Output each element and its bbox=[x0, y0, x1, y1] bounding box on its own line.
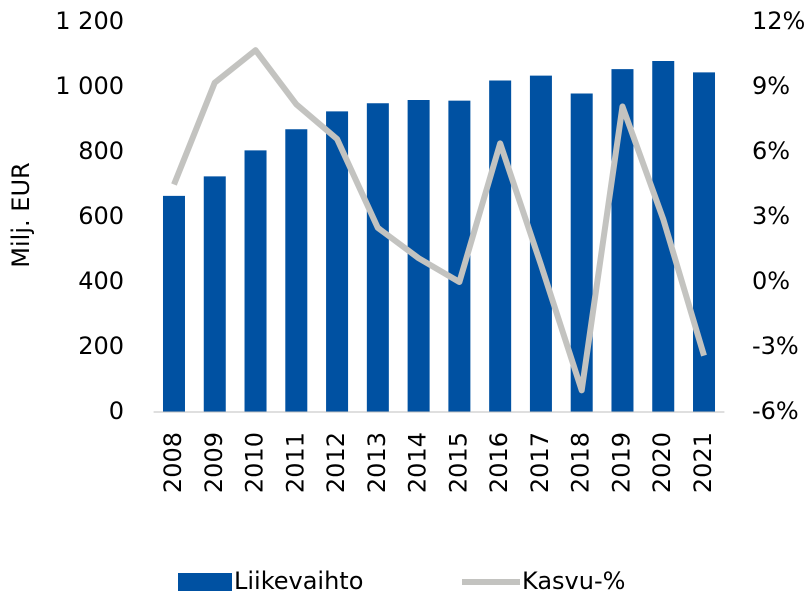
bar bbox=[326, 111, 349, 412]
x-tick-label: 2011 bbox=[281, 432, 309, 493]
y-tick-label: 200 bbox=[78, 332, 124, 360]
x-tick-label: 2014 bbox=[404, 432, 432, 493]
bar bbox=[489, 80, 512, 412]
legend-swatch bbox=[178, 573, 232, 591]
y-tick-label: 0 bbox=[109, 397, 124, 425]
bar bbox=[203, 176, 226, 412]
x-tick-label: 2009 bbox=[200, 432, 228, 493]
x-tick-label: 2010 bbox=[241, 432, 269, 493]
x-tick-label: 2019 bbox=[607, 432, 635, 493]
y2-tick-label: 6% bbox=[752, 137, 790, 165]
bar bbox=[285, 129, 308, 412]
line bbox=[171, 47, 707, 394]
x-tick-label: 2017 bbox=[526, 432, 554, 493]
x-tick-label: 2020 bbox=[648, 432, 676, 493]
y-tick-label: 400 bbox=[78, 267, 124, 295]
bar bbox=[693, 72, 716, 412]
y2-tick-label: 12% bbox=[752, 7, 805, 35]
y2-tick-label: 3% bbox=[752, 202, 790, 230]
bar bbox=[244, 150, 267, 412]
y-axis-label: Milj. EUR bbox=[7, 162, 35, 267]
legend-label: Liikevaihto bbox=[234, 567, 363, 595]
bar bbox=[366, 103, 389, 412]
bar bbox=[652, 61, 675, 412]
legend-label: Kasvu-% bbox=[522, 567, 625, 595]
y2-tick-label: -6% bbox=[752, 397, 799, 425]
x-tick-label: 2012 bbox=[322, 432, 350, 493]
y-tick-label: 1 000 bbox=[55, 72, 124, 100]
x-tick-label: 2021 bbox=[689, 432, 717, 493]
y-tick-label: 800 bbox=[78, 137, 124, 165]
x-tick-label: 2018 bbox=[567, 432, 595, 493]
x-tick-label: 2016 bbox=[485, 432, 513, 493]
bar bbox=[162, 195, 185, 412]
y2-tick-label: 0% bbox=[752, 267, 790, 295]
bar bbox=[448, 100, 471, 413]
x-tick-label: 2015 bbox=[444, 432, 472, 493]
x-tick-label: 2013 bbox=[363, 432, 391, 493]
bar bbox=[529, 75, 552, 412]
y2-tick-label: -3% bbox=[752, 332, 799, 360]
y2-tick-label: 9% bbox=[752, 72, 790, 100]
y-tick-label: 600 bbox=[78, 202, 124, 230]
y-tick-label: 1 200 bbox=[55, 7, 124, 35]
x-tick-label: 2008 bbox=[159, 432, 187, 493]
